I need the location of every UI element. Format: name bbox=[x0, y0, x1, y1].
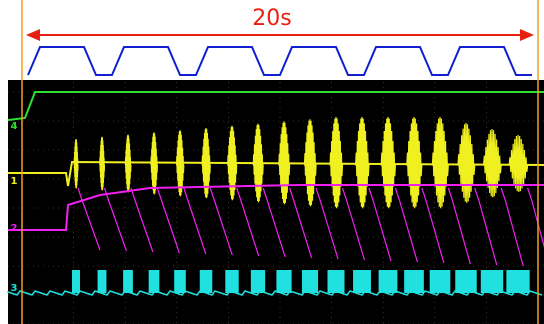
page: 20s 4 1 2 3 (() => { const data = JSON.p… bbox=[0, 0, 544, 324]
spike-ch3 bbox=[72, 270, 80, 293]
spike-ch3 bbox=[353, 270, 371, 293]
spike-ch3 bbox=[506, 270, 529, 293]
spike-ch3 bbox=[98, 270, 107, 293]
spike-ch3 bbox=[455, 270, 477, 293]
spike-ch3 bbox=[174, 270, 186, 293]
spike-ch3 bbox=[251, 270, 265, 293]
spike-ch3 bbox=[302, 270, 318, 293]
spike-ch3 bbox=[200, 270, 213, 293]
channel-label: 2 bbox=[11, 223, 18, 234]
channel-label: 3 bbox=[11, 283, 18, 294]
spike-ch3 bbox=[123, 270, 133, 293]
channel-label: 1 bbox=[11, 176, 18, 187]
channel-label: 4 bbox=[11, 121, 18, 132]
spike-ch3 bbox=[481, 270, 503, 293]
screenshot: 20s 4 1 2 3 bbox=[0, 0, 544, 324]
spike-ch3 bbox=[225, 270, 238, 293]
span-label: 20s bbox=[252, 6, 291, 31]
spike-ch3 bbox=[149, 270, 160, 293]
spike-ch3 bbox=[379, 270, 398, 293]
spike-ch3 bbox=[276, 270, 291, 293]
spike-ch3 bbox=[430, 270, 451, 293]
spike-ch3 bbox=[404, 270, 424, 293]
spike-ch3 bbox=[328, 270, 345, 293]
